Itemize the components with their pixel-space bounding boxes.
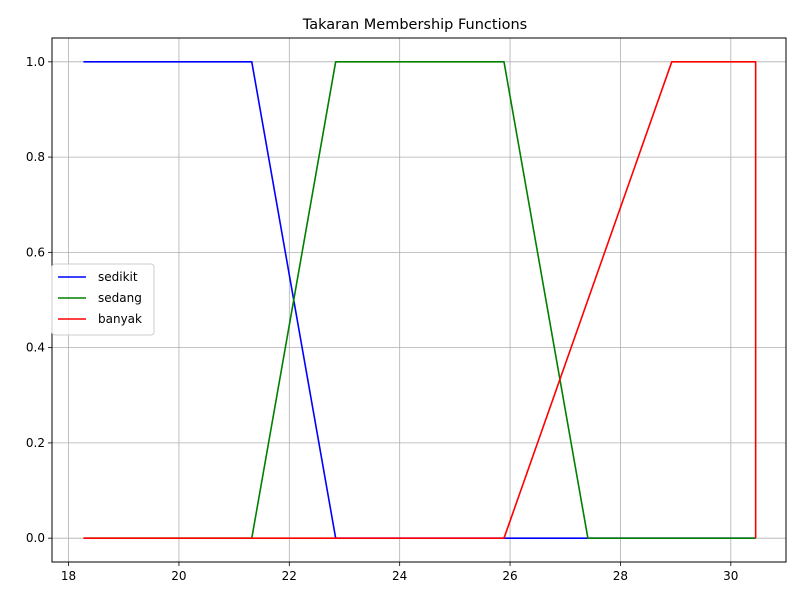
- y-tick-label: 0.4: [26, 341, 45, 355]
- y-tick-label: 1.0: [26, 55, 45, 69]
- legend: sedikit sedang banyak: [51, 263, 155, 336]
- chart-title: Takaran Membership Functions: [302, 17, 527, 33]
- x-axis: 18 20 22 24 26 28 30: [61, 562, 738, 583]
- x-tick-label: 24: [392, 569, 407, 583]
- legend-label-sedikit: sedikit: [98, 270, 138, 284]
- legend-label-banyak: banyak: [98, 312, 142, 326]
- legend-label-sedang: sedang: [98, 291, 142, 305]
- y-tick-label: 0.6: [26, 245, 45, 259]
- x-tick-label: 30: [723, 569, 738, 583]
- legend-frame: [51, 263, 155, 336]
- plot-frame: [51, 37, 787, 563]
- x-tick-label: 22: [282, 569, 297, 583]
- x-tick-label: 26: [502, 569, 517, 583]
- x-tick-label: 28: [613, 569, 628, 583]
- series-layer: [83, 61, 757, 539]
- y-tick-label: 0.0: [26, 531, 45, 545]
- series-line-banyak: [83, 61, 757, 539]
- series-line-sedang: [83, 61, 756, 539]
- y-tick-label: 0.2: [26, 436, 45, 450]
- x-tick-label: 18: [61, 569, 76, 583]
- x-tick-label: 20: [171, 569, 186, 583]
- grid: [52, 38, 786, 562]
- series-line-sedikit: [83, 61, 756, 539]
- y-tick-label: 0.8: [26, 150, 45, 164]
- y-axis: 0.0 0.2 0.4 0.6 0.8 1.0: [26, 55, 52, 545]
